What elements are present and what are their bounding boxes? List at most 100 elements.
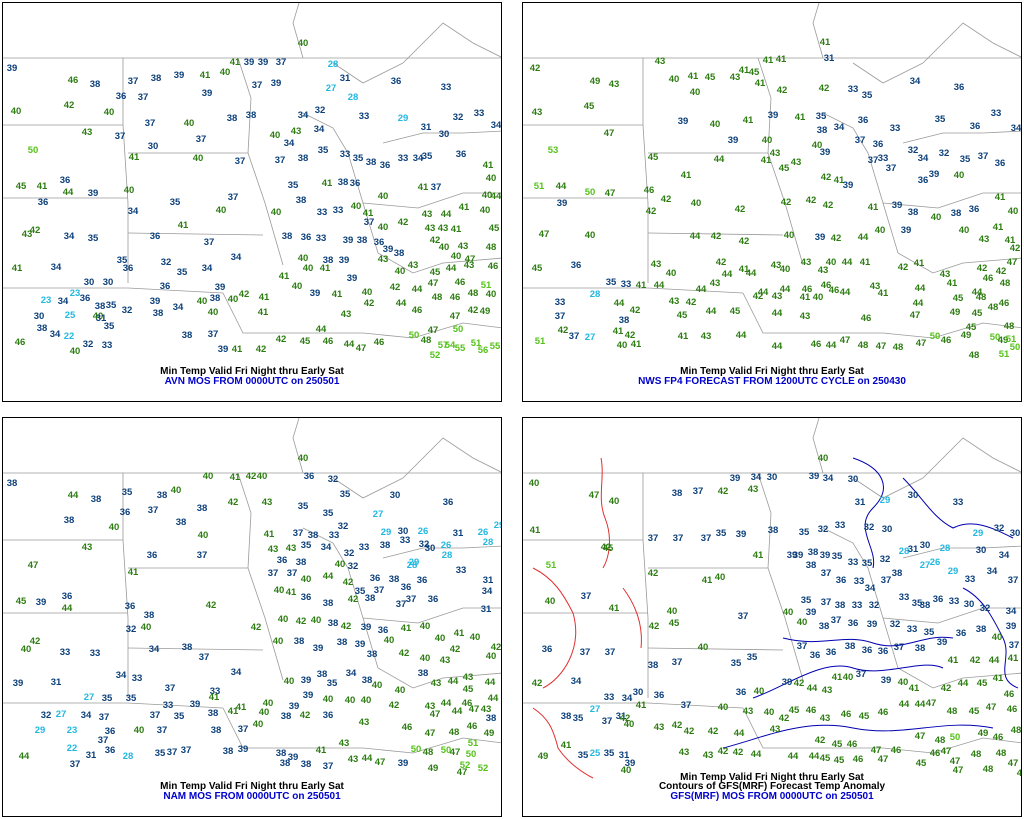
- station-temp: 38: [486, 713, 497, 724]
- station-temp: 40: [482, 190, 493, 201]
- station-temp: 44: [958, 678, 969, 689]
- station-temp: 51: [471, 338, 482, 349]
- station-temp: 33: [899, 592, 910, 603]
- station-temp: 45: [705, 72, 716, 83]
- state-border: [642, 539, 649, 698]
- station-temp: 42: [649, 621, 660, 632]
- station-temp: 37: [276, 57, 287, 68]
- station-temp: 35: [422, 151, 433, 162]
- station-temp: 40: [784, 230, 795, 241]
- station-temp: 33: [132, 673, 143, 684]
- station-temp: 37: [157, 725, 168, 736]
- station-temp: 30: [439, 129, 450, 140]
- station-temp: 40: [617, 340, 628, 351]
- station-temp: 36: [878, 646, 889, 657]
- station-temp: 38: [366, 157, 377, 168]
- station-temp: 31: [824, 53, 835, 64]
- station-temp: 48: [1004, 321, 1015, 332]
- station-temp: 39: [13, 678, 24, 689]
- station-temp: 36: [970, 121, 981, 132]
- station-temp: 40: [109, 522, 120, 533]
- station-temp: 30: [390, 490, 401, 501]
- station-temp: 43: [464, 260, 475, 271]
- station-temp: 36: [105, 745, 116, 756]
- station-temp: 47: [941, 746, 952, 757]
- station-temp: 41: [832, 672, 843, 683]
- station-temp: 30: [908, 490, 919, 501]
- station-temp: 44: [751, 749, 762, 760]
- station-temp: 33: [359, 111, 370, 122]
- station-temp: 33: [316, 233, 327, 244]
- station-temp: 37: [581, 591, 592, 602]
- station-temp: 33: [359, 542, 370, 553]
- station-temp: 35: [102, 693, 113, 704]
- station-temp: 41: [363, 208, 374, 219]
- station-temp: 40: [395, 266, 406, 277]
- station-temp: 40: [184, 118, 195, 129]
- station-temp: 40: [931, 212, 942, 223]
- station-temp: 35: [327, 678, 338, 689]
- station-temp: 50: [950, 732, 961, 743]
- station-temp: 40: [21, 644, 32, 655]
- station-temp: 33: [329, 530, 340, 541]
- station-temp: 45: [430, 267, 441, 278]
- station-temp: 40: [198, 530, 209, 541]
- station-temp: 38: [819, 621, 830, 632]
- state-border: [922, 437, 1021, 479]
- station-temp: 48: [449, 727, 460, 738]
- station-temp: 39: [782, 677, 793, 688]
- station-temp: 55: [455, 343, 466, 354]
- station-temp: 35: [301, 540, 312, 551]
- station-temp: 44: [452, 706, 463, 717]
- station-temp: 39: [355, 639, 366, 650]
- station-temp: 30: [633, 687, 644, 698]
- station-temp: 34: [116, 670, 127, 681]
- station-temp: 43: [341, 309, 352, 320]
- station-temp: 39: [244, 57, 255, 68]
- station-temp: 36: [417, 575, 428, 586]
- station-temp: 38: [619, 315, 630, 326]
- station-temp: 40: [378, 222, 389, 233]
- station-temp: 47: [950, 756, 961, 767]
- station-temp: 33: [441, 82, 452, 93]
- station-temp: 48: [893, 342, 904, 353]
- station-temp: 52: [460, 760, 471, 771]
- station-temp: 33: [210, 686, 221, 697]
- station-temp: 32: [328, 474, 339, 485]
- station-temp: 47: [457, 767, 468, 778]
- station-temp: 36: [654, 690, 665, 701]
- station-temp: 39: [843, 180, 854, 191]
- station-temp: 27: [590, 704, 601, 715]
- station-temp: 47: [539, 229, 550, 240]
- station-temp: 36: [105, 726, 116, 737]
- station-temp: 41: [800, 292, 811, 303]
- station-temp: 42: [781, 197, 792, 208]
- station-temp: 46: [806, 705, 817, 716]
- station-temp: 40: [470, 632, 481, 643]
- station-temp: 45: [648, 152, 659, 163]
- station-temp: 41: [561, 740, 572, 751]
- station-temp: 42: [341, 621, 352, 632]
- anomaly-contour-line: [752, 664, 944, 699]
- station-temp: 41: [228, 706, 239, 717]
- station-temp: 47: [916, 338, 927, 349]
- station-temp: 48: [486, 242, 497, 253]
- station-temp: 41: [795, 112, 806, 123]
- station-temp: 29: [381, 527, 392, 538]
- station-temp: 40: [271, 207, 282, 218]
- station-temp: 46: [1007, 704, 1018, 715]
- station-temp: 36: [123, 263, 134, 274]
- station-temp: 48: [971, 749, 982, 760]
- station-temp: 39: [820, 147, 831, 158]
- station-temp: 43: [268, 544, 279, 555]
- station-temp: 45: [969, 706, 980, 717]
- station-temp: 36: [277, 555, 288, 566]
- station-temp: 23: [67, 725, 78, 736]
- station-temp: 40: [451, 251, 462, 262]
- station-temp: 45: [779, 163, 790, 174]
- station-temp: 35: [106, 300, 117, 311]
- station-temp: 47: [589, 490, 600, 501]
- station-temp: 35: [126, 693, 137, 704]
- station-temp: 48: [983, 764, 994, 775]
- station-temp: 42: [276, 334, 287, 345]
